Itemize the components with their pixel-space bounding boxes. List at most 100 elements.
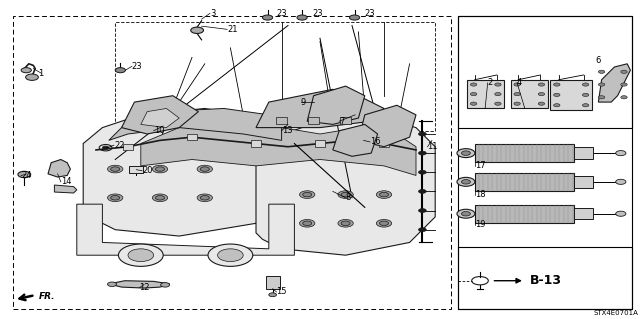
- Bar: [475, 205, 574, 223]
- Text: 2: 2: [488, 78, 493, 87]
- Bar: [308, 117, 319, 124]
- Circle shape: [419, 189, 426, 193]
- Text: 14: 14: [61, 177, 71, 186]
- Bar: [340, 117, 351, 124]
- Circle shape: [341, 192, 350, 197]
- Circle shape: [598, 83, 605, 86]
- Bar: [276, 117, 287, 124]
- Circle shape: [621, 70, 627, 73]
- Circle shape: [111, 196, 120, 200]
- Bar: [458, 247, 632, 309]
- Bar: [550, 80, 592, 110]
- Circle shape: [457, 209, 475, 218]
- Circle shape: [538, 83, 545, 86]
- Bar: [458, 16, 632, 128]
- Circle shape: [218, 249, 243, 262]
- Circle shape: [156, 196, 164, 200]
- Circle shape: [376, 219, 392, 227]
- Circle shape: [102, 146, 109, 149]
- Circle shape: [18, 171, 31, 178]
- Circle shape: [21, 68, 31, 73]
- Polygon shape: [83, 108, 282, 236]
- Circle shape: [495, 93, 501, 96]
- Circle shape: [303, 192, 312, 197]
- Circle shape: [115, 68, 125, 73]
- Polygon shape: [109, 281, 170, 288]
- Circle shape: [616, 179, 626, 184]
- Polygon shape: [77, 204, 294, 255]
- Text: 23: 23: [365, 9, 376, 18]
- Circle shape: [419, 151, 426, 155]
- Circle shape: [108, 282, 116, 286]
- Bar: [13, 16, 451, 309]
- Bar: [187, 134, 197, 140]
- Bar: [467, 80, 504, 108]
- Circle shape: [197, 194, 212, 202]
- Bar: [115, 22, 435, 131]
- Polygon shape: [358, 105, 416, 147]
- Text: 23: 23: [132, 62, 143, 71]
- Circle shape: [300, 219, 315, 227]
- Text: 17: 17: [475, 161, 486, 170]
- Bar: [511, 80, 548, 108]
- Polygon shape: [48, 160, 70, 177]
- Circle shape: [300, 191, 315, 198]
- Circle shape: [200, 167, 209, 171]
- Circle shape: [470, 83, 477, 86]
- Circle shape: [621, 96, 627, 99]
- Circle shape: [457, 177, 475, 186]
- Bar: [266, 276, 280, 289]
- Text: B-13: B-13: [530, 274, 562, 287]
- Circle shape: [380, 221, 388, 226]
- Circle shape: [338, 191, 353, 198]
- Circle shape: [419, 228, 426, 232]
- Bar: [475, 173, 574, 191]
- Circle shape: [128, 249, 154, 262]
- Circle shape: [616, 211, 626, 216]
- Polygon shape: [141, 108, 179, 128]
- Circle shape: [161, 283, 170, 287]
- Circle shape: [349, 15, 360, 20]
- Circle shape: [419, 132, 426, 136]
- Text: 22: 22: [114, 141, 124, 150]
- Circle shape: [514, 102, 520, 105]
- Circle shape: [380, 192, 388, 197]
- Circle shape: [554, 93, 560, 96]
- Circle shape: [495, 83, 501, 86]
- Polygon shape: [256, 89, 384, 128]
- Text: STX4E0701A: STX4E0701A: [594, 310, 639, 316]
- Circle shape: [152, 165, 168, 173]
- Circle shape: [341, 221, 350, 226]
- Circle shape: [538, 93, 545, 96]
- Circle shape: [514, 83, 520, 86]
- Text: 7: 7: [339, 117, 344, 126]
- Circle shape: [554, 104, 560, 107]
- Bar: [315, 140, 325, 147]
- Circle shape: [461, 151, 470, 155]
- Circle shape: [419, 170, 426, 174]
- Polygon shape: [256, 115, 435, 255]
- Circle shape: [461, 211, 470, 216]
- Text: 21: 21: [227, 25, 237, 34]
- Text: 16: 16: [370, 137, 381, 146]
- Circle shape: [376, 191, 392, 198]
- Circle shape: [111, 167, 120, 171]
- Text: FR.: FR.: [38, 292, 55, 300]
- Text: 20: 20: [142, 166, 152, 175]
- Circle shape: [108, 194, 123, 202]
- Text: 19: 19: [475, 220, 485, 229]
- Circle shape: [118, 244, 163, 266]
- Circle shape: [200, 196, 209, 200]
- Bar: [574, 208, 593, 219]
- Text: 13: 13: [282, 126, 292, 135]
- Circle shape: [297, 15, 307, 20]
- Text: 15: 15: [276, 287, 287, 296]
- Circle shape: [269, 293, 276, 297]
- Bar: [475, 145, 574, 162]
- Circle shape: [598, 96, 605, 99]
- Text: 10: 10: [154, 126, 164, 135]
- Circle shape: [338, 219, 353, 227]
- Text: 18: 18: [475, 190, 486, 199]
- Text: 12: 12: [140, 283, 150, 292]
- Polygon shape: [54, 185, 77, 193]
